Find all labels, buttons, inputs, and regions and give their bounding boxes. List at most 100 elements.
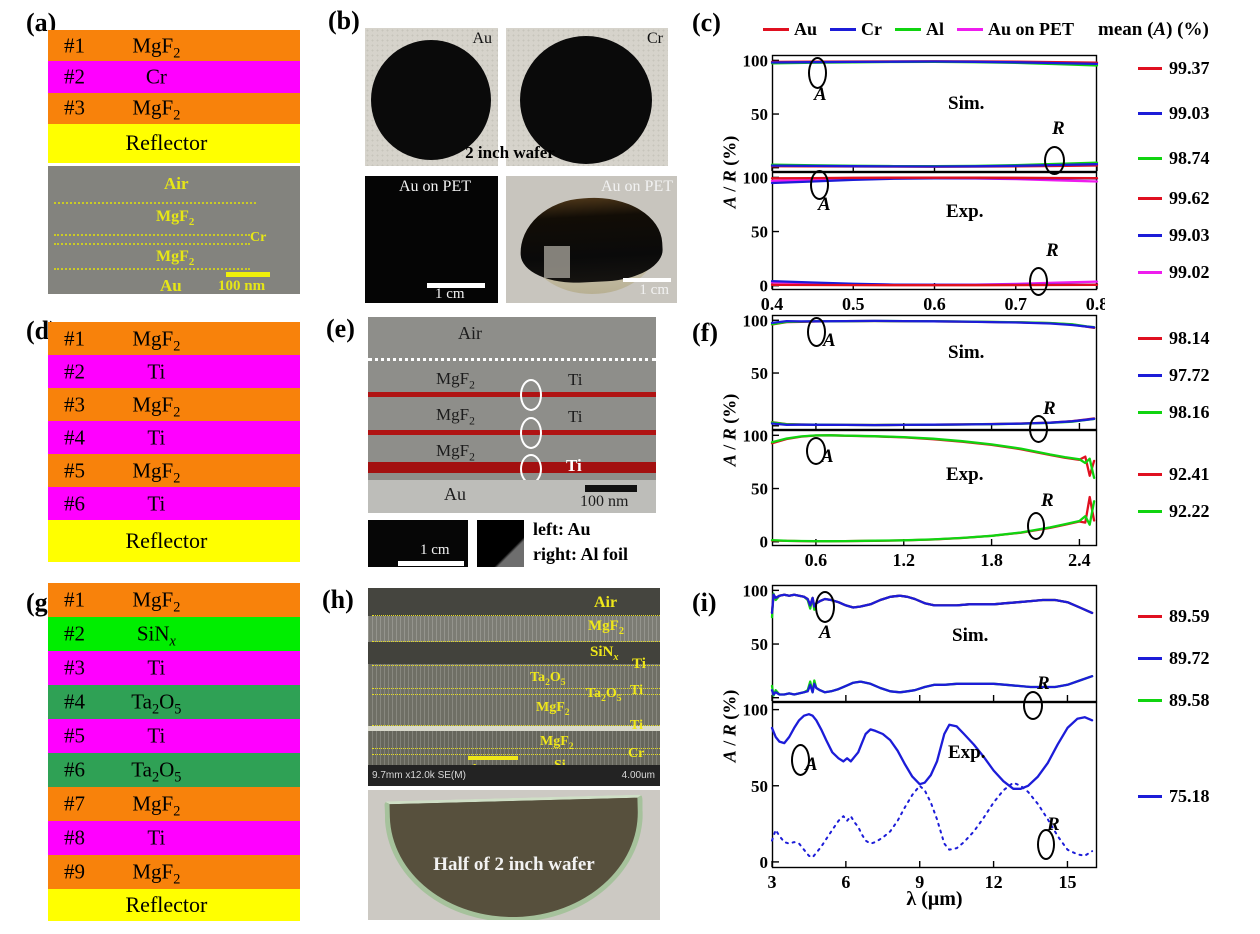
svg-text:0.6: 0.6 [923, 294, 946, 314]
layer-number: #5 [64, 458, 85, 482]
mean-value: 97.72 [1169, 365, 1210, 385]
legend-line-swatch [895, 28, 922, 31]
sem-h-band-ta2o5 [368, 664, 660, 726]
svg-text:12: 12 [985, 872, 1003, 892]
wafer-au-disc [371, 40, 491, 160]
sem-image-h: Air MgF2 SiNx Ti Ta2O5 Ta2O5 Ti MgF2 Ti … [368, 588, 660, 786]
sem-e-label-au: Au [444, 484, 466, 504]
legend-line-swatch [957, 28, 984, 31]
legend-label: Al [926, 19, 945, 39]
svg-text:0.8: 0.8 [1086, 294, 1105, 314]
layer-number: #2 [64, 621, 85, 646]
mean-value-row: 98.74 [1138, 148, 1210, 169]
layer-material: Reflector [125, 528, 208, 553]
photo-e-scale-label: 1 cm [420, 542, 450, 558]
mean-value-row: 89.58 [1138, 690, 1210, 711]
legend-title: mean (A) (%) [1098, 19, 1209, 40]
layer-row-reflector: Reflector [48, 889, 300, 921]
legend-label: Au [794, 19, 818, 39]
layer-row: #2 Ti [48, 355, 300, 388]
layer-row: #3 MgF2 [48, 92, 300, 124]
sem-a-line2 [54, 234, 250, 236]
c-sim-r-ann: R [1052, 118, 1065, 139]
chart-f-sim: 50 100 [738, 309, 1105, 437]
sem-h-label-ta2o5-2: Ta2O5 [586, 686, 622, 704]
chart-series-r-blue [770, 417, 1096, 427]
layer-number: #1 [64, 33, 85, 58]
photo-au-on-pet-flat: Au on PET 1 cm [365, 176, 498, 303]
photo-pet-flat-label: Au on PET [399, 178, 471, 195]
legend-item: Cr [830, 19, 882, 40]
layer-number: #4 [64, 689, 85, 714]
i-exp-means: 75.18 [1138, 786, 1210, 807]
mean-value-row: 98.14 [1138, 328, 1210, 349]
sem-h-band-mgf2 [368, 616, 660, 642]
layer-number: #3 [64, 95, 85, 120]
panel-e-tag: (e) [326, 314, 355, 343]
sem-e-air-line [368, 358, 656, 361]
c-sim-a-oval [808, 57, 827, 89]
sem-h-status-right: 4.00um [621, 770, 655, 781]
svg-text:0.4: 0.4 [761, 294, 784, 314]
sem-h-label-ta2o5-1: Ta2O5 [530, 670, 566, 688]
pet-flat-scale-label: 1 cm [435, 286, 465, 302]
layer-material: Reflector [125, 130, 208, 156]
photo-au-on-pet-curved: Au on PET 1 cm [506, 176, 677, 303]
sem-a-scalebar [226, 272, 270, 277]
layer-number: #1 [64, 587, 85, 612]
legend-item: Al [895, 19, 944, 40]
chart-series-a-blue [770, 319, 1096, 329]
i-y-axis-label: A / R (%) [719, 689, 740, 763]
chart-series-a-blue [770, 593, 1094, 615]
i-exp-r-oval [1037, 829, 1055, 860]
chart-svg: 50 100 [743, 311, 1098, 431]
svg-text:3: 3 [768, 872, 777, 892]
layer-material: MgF2 [132, 33, 181, 62]
sem-e-scale-label: 100 nm [580, 493, 629, 510]
legend-line-swatch [763, 28, 789, 31]
layer-number: #1 [64, 326, 85, 350]
layer-number: #9 [64, 859, 85, 884]
sem-h-label-cr: Cr [628, 746, 645, 761]
i-sim-r-oval [1023, 691, 1043, 720]
wafer-cr-disc [520, 36, 652, 164]
mean-line-swatch [1138, 411, 1162, 414]
legend-item: Au [763, 19, 817, 40]
chart-i-sim: 50 100 [738, 579, 1105, 709]
layer-number: #2 [64, 64, 85, 89]
sem-h-line-3 [372, 665, 660, 666]
c-sim-title: Sim. [948, 93, 985, 114]
chart-svg: 0 50 100 3 6 9 12 15 [743, 701, 1098, 892]
layer-material: Ta2O5 [131, 689, 182, 718]
photo-wafer-cr: Cr [506, 28, 668, 166]
layer-row: #6 Ti [48, 487, 300, 520]
mean-line-swatch [1138, 337, 1162, 340]
layer-number: #5 [64, 723, 85, 748]
wafer-caption: 2 inch wafer [465, 143, 555, 162]
sem-h-label-ti-2: Ti [630, 683, 643, 698]
sem-e-label-mgf2-3: MgF2 [436, 441, 475, 464]
f-y-axis-label: A / R (%) [719, 393, 740, 467]
chart-svg: 50 100 [743, 51, 1099, 173]
svg-text:100: 100 [743, 311, 769, 330]
photo-pet-curved-label: Au on PET [601, 178, 673, 195]
layer-material: Ti [147, 425, 166, 449]
mean-line-swatch [1138, 67, 1162, 70]
photo-e-au: 1 cm [368, 520, 468, 567]
photo-e-scalebar [398, 561, 464, 566]
c-exp-means: 99.62 99.03 99.02 [1138, 188, 1210, 283]
pet-flat-scalebar [427, 283, 485, 288]
mean-line-swatch [1138, 271, 1162, 274]
layer-material: SiNx [136, 621, 176, 650]
layer-number: #6 [64, 491, 85, 515]
photo-au-label: Au [472, 30, 492, 47]
sem-e-ti-stripe-2 [368, 430, 656, 435]
legend-label: Cr [861, 19, 883, 39]
f-exp-a-ann: A [821, 446, 834, 467]
sem-image-e: Air MgF2 Ti MgF2 Ti MgF2 Ti Au 100 nm [368, 317, 656, 513]
svg-text:100: 100 [743, 581, 769, 600]
sem-h-label-ti-3: Ti [630, 718, 643, 733]
pet-curved-scalebar [623, 278, 671, 282]
layer-material: MgF2 [132, 392, 181, 421]
layer-row: #2 Cr [48, 61, 300, 93]
